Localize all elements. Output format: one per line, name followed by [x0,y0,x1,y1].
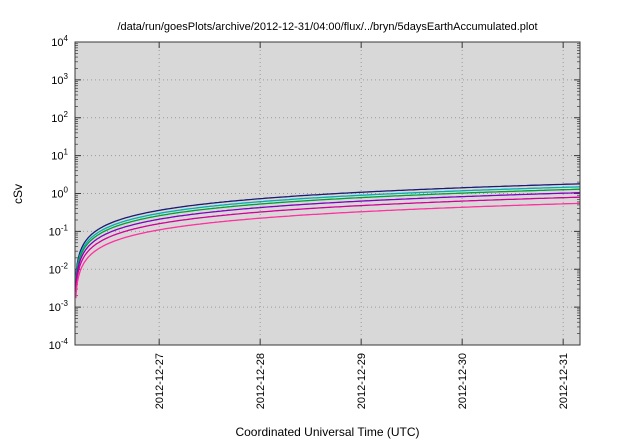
y-tick-label: 100 [51,186,68,201]
series-line-2 [75,186,581,282]
y-tick-label: 10-3 [49,299,69,314]
series-line-5 [75,196,581,293]
x-tick-label: 2012-12-30 [457,353,469,409]
y-tick-label: 101 [51,148,68,163]
x-tick-label: 2012-12-27 [154,353,166,409]
y-tick-label: 104 [51,34,68,49]
x-axis-label: Coordinated Universal Time (UTC) [235,425,420,439]
y-tick-label: 10-4 [49,337,69,352]
y-axis-label: cSv [11,184,25,205]
series-line-6 [75,202,581,299]
x-tick-label: 2012-12-28 [255,353,267,409]
x-tick-label: 2012-12-29 [356,353,368,409]
y-tick-label: 10-1 [49,223,69,238]
series-line-3 [75,188,581,285]
x-tick-label: 2012-12-31 [558,353,570,409]
chart-title: /data/run/goesPlots/archive/2012-12-31/0… [117,21,538,33]
y-tick-label: 103 [51,72,68,87]
y-tick-label: 102 [51,110,68,125]
y-tick-label: 10-2 [49,261,69,276]
series-line-1 [75,183,581,279]
series-line-4 [75,192,581,288]
plot-border [74,41,581,346]
